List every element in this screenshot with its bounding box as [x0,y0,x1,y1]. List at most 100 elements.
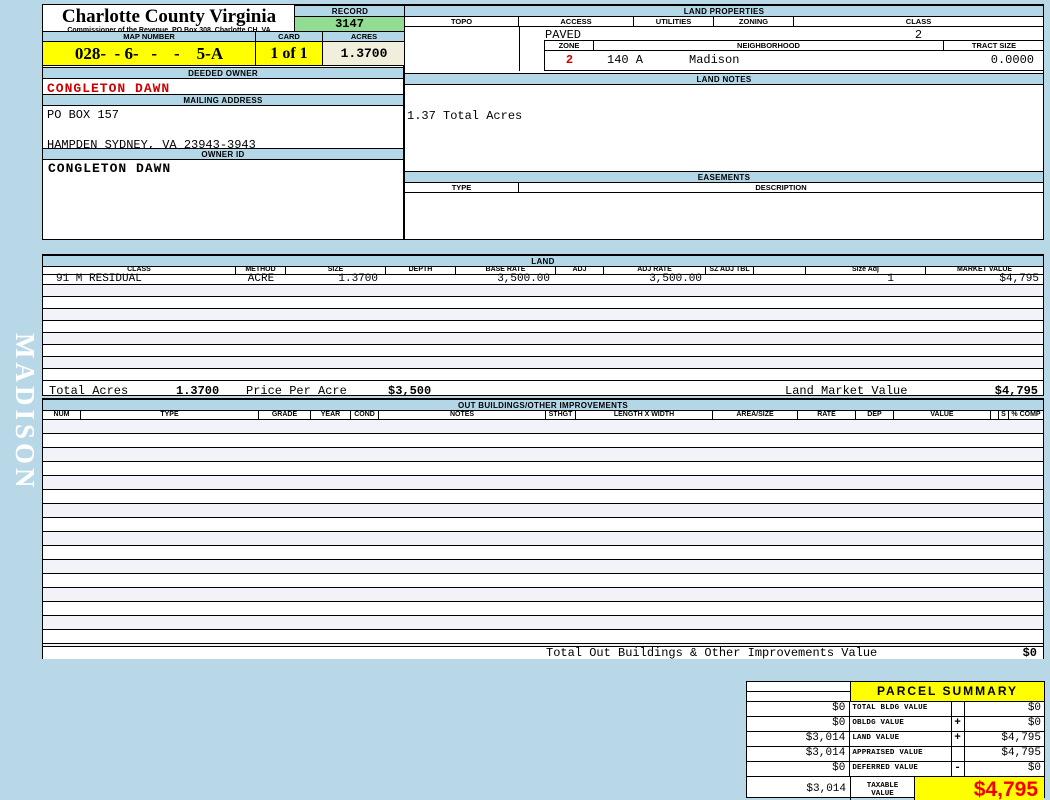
mailing-address-label: MAILING ADDRESS [43,94,403,106]
ob-col-dep: DEP [856,410,894,420]
deeded-owner-value: CONGLETON DAWN [47,81,171,96]
taxable-label: TAXABLE VALUE [851,777,915,800]
tract-size-label: TRACT SIZE [944,41,1044,51]
out-buildings-total-value: $0 [1022,646,1037,660]
land-col-size-adj: Size Adj [806,266,926,275]
land-col-adj-rate: ADJ RATE [604,266,706,275]
taxable-label-line2: VALUE [871,790,894,798]
neighborhood-name: Madison [689,53,740,67]
summary-value: $4,795 [963,732,1044,746]
land-notes-title: LAND NOTES [405,73,1043,85]
summary-left-value: $0 [747,762,851,776]
summary-operator: + [954,732,961,744]
county-title: Charlotte County Virginia [61,6,277,27]
zoning-col-label: ZONING [714,17,794,27]
summary-operator: + [954,717,961,729]
land-col-base-rate: BASE RATE [456,266,556,275]
land-col-adj: ADJ [556,266,604,275]
land-col-blank [754,266,806,275]
summary-value: $4,795 [963,747,1044,761]
land-market-value: $4,795 [994,384,1038,398]
land-row-size-adj: 1 [887,273,894,285]
acres-value: 1.3700 [323,42,405,66]
ob-col-value: VALUE [894,410,991,420]
land-col-size: SIZE [286,266,386,275]
parcel-summary-header: PARCEL SUMMARY [747,682,1044,701]
land-properties-headers: TOPO ACCESS UTILITIES ZONING CLASS [405,17,1043,27]
land-row-market-value: $4,795 [999,273,1039,285]
summary-left-value: $0 [747,702,851,716]
land-table-totals: Total Acres 1.3700 Price Per Acre $3,500… [43,380,1043,398]
land-col-method: METHOD [236,266,286,275]
topo-col-divider [519,27,520,71]
summary-row-appraised: $3,014 APPRAISED VALUE $4,795 [747,746,1044,761]
map-card-acres-values: 028- - 6- - - 5-A 1 of 1 1.3700 [43,42,405,66]
easement-description-label: DESCRIPTION [519,183,1043,193]
neighborhood-code: 140 A [607,53,644,67]
deeded-owner-label: DEEDED OWNER [43,67,403,79]
class-value: 2 [914,28,923,42]
owner-id-value: CONGLETON DAWN [48,161,172,176]
ob-col-grade: GRADE [259,410,311,420]
corner-top-cell [747,682,850,692]
summary-value: $0 [963,762,1044,776]
owner-id-label: OWNER ID [43,148,403,160]
parcel-summary-corner [747,682,851,701]
access-value: PAVED [545,28,582,42]
parcel-summary: PARCEL SUMMARY $0 TOTAL BLDG VALUE $0 $0… [746,681,1045,800]
land-col-class: CLASS [43,266,236,275]
out-buildings-total-label: Total Out Buildings & Other Improvements… [546,646,878,660]
out-buildings-table: OUT BUILDINGS/OTHER IMPROVEMENTS NUM TYP… [42,398,1044,660]
ob-col-type: TYPE [81,410,259,420]
land-col-depth: DEPTH [386,266,456,275]
summary-row-taxable: $3,014 TAXABLE VALUE $4,795 [747,776,1044,800]
map-number-label: MAP NUMBER [43,31,256,42]
access-col-label: ACCESS [519,17,634,27]
total-acres-label: Total Acres [49,384,129,398]
ob-col-blank [991,410,999,420]
summary-label: APPRAISED VALUE [850,747,952,761]
map-card-acres-labels: MAP NUMBER CARD ACRES [43,31,405,42]
price-per-acre-label: Price Per Acre [246,384,347,398]
summary-operator [952,702,964,716]
summary-operator: - [954,762,961,774]
taxable-label-line1: TAXABLE [866,782,899,790]
land-row-base-rate: 3,500.00 [497,273,550,285]
summary-left-value: $3,014 [747,732,851,746]
land-market-value-label: Land Market Value [785,384,908,398]
ob-col-rate: RATE [798,410,856,420]
summary-value: $0 [963,702,1044,716]
land-table-row: 91 M RESIDUAL ACRE 1.3700 3,500.00 3,500… [43,273,1043,285]
ob-col-cond: COND [351,410,379,420]
commissioner-line: Commissioner of the Revenue, PO Box 308,… [43,27,295,34]
land-row-sz-adj-tbl [706,275,754,284]
easement-type-label: TYPE [405,183,519,193]
land-properties-title: LAND PROPERTIES [405,5,1043,17]
out-buildings-total-row: Total Out Buildings & Other Improvements… [43,646,1043,660]
owner-header-box: Charlotte County Virginia Commissioner o… [42,4,405,240]
summary-row-land: $3,014 LAND VALUE + $4,795 [747,731,1044,746]
acres-label: ACRES [323,31,405,42]
land-table-title: LAND [43,255,1043,267]
summary-label: LAND VALUE [850,732,952,746]
summary-row-obldg: $0 OBLDG VALUE + $0 [747,716,1044,731]
land-table-headers: CLASS METHOD SIZE DEPTH BASE RATE ADJ AD… [43,266,1043,275]
summary-value: $0 [963,717,1044,731]
land-col-sz-adj-tbl: SZ ADJ TBL [706,266,754,275]
neighborhood-label: NEIGHBORHOOD [594,41,944,51]
ob-col-pct-comp: % COMP [1009,410,1043,420]
land-table: LAND CLASS METHOD SIZE DEPTH BASE RATE A… [42,254,1044,398]
neighborhood-watermark: MADISON [10,332,40,492]
land-row-size: 1.3700 [338,273,378,285]
summary-left-value: $3,014 [747,747,851,761]
summary-label: TOTAL BLDG VALUE [850,702,952,716]
price-per-acre-value: $3,500 [388,384,432,398]
total-acres-value: 1.3700 [176,384,220,398]
zone-neighborhood-box: ZONE NEIGHBORHOOD TRACT SIZE 2 140 A Mad… [544,40,1044,71]
zone-value: 2 [565,53,574,67]
land-col-market-value: MARKET VALUE [926,266,1043,275]
summary-label: OBLDG VALUE [850,717,952,731]
class-col-label: CLASS [794,17,1043,27]
easements-headers: TYPE DESCRIPTION [405,183,1043,193]
